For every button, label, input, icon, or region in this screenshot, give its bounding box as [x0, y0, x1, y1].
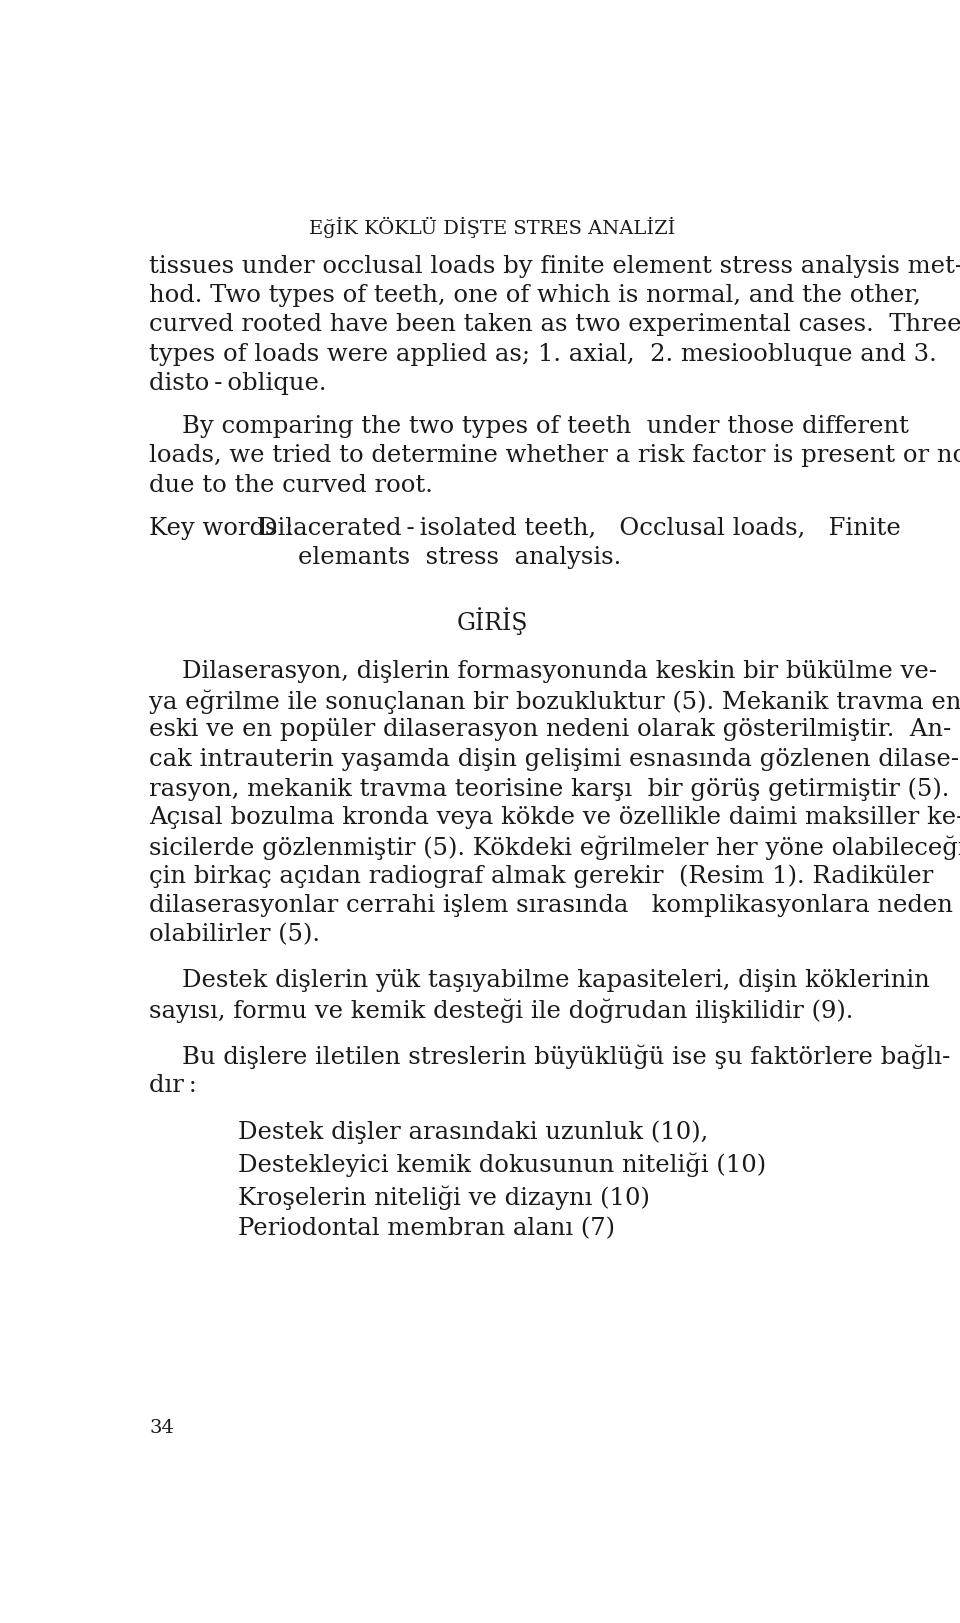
Text: eski ve en popüler dilaserasyon nedeni olarak gösterilmiştir.  An-: eski ve en popüler dilaserasyon nedeni o…: [150, 717, 951, 742]
Text: Dilaserasyon, dişlerin formasyonunda keskin bir bükülme ve-: Dilaserasyon, dişlerin formasyonunda kes…: [182, 659, 937, 683]
Text: GİRİŞ: GİRİŞ: [456, 607, 528, 635]
Text: olabilirler (5).: olabilirler (5).: [150, 923, 321, 946]
Text: types of loads were applied as; 1. axial,  2. mesioobluque and 3.: types of loads were applied as; 1. axial…: [150, 342, 937, 365]
Text: ya eğrilme ile sonuçlanan bir bozukluktur (5). Mekanik travma en: ya eğrilme ile sonuçlanan bir bozukluktu…: [150, 688, 960, 712]
Text: Key words :: Key words :: [150, 516, 294, 539]
Text: Kroşelerin niteliği ve dizaynı (10): Kroşelerin niteliği ve dizaynı (10): [238, 1185, 650, 1209]
Text: elemants  stress  analysis.: elemants stress analysis.: [299, 545, 621, 568]
Text: Bu dişlere iletilen streslerin büyüklüğü ise şu faktörlere bağlı-: Bu dişlere iletilen streslerin büyüklüğü…: [182, 1044, 950, 1070]
Text: Destekleyici kemik dokusunun niteliği (10): Destekleyici kemik dokusunun niteliği (1…: [238, 1152, 766, 1177]
Text: dır :: dır :: [150, 1073, 198, 1097]
Text: 34: 34: [150, 1419, 175, 1436]
Text: Periodontal membran alanı (7): Periodontal membran alanı (7): [238, 1217, 614, 1240]
Text: EğİK KÖKLÜ DİŞTE STRES ANALİZİ: EğİK KÖKLÜ DİŞTE STRES ANALİZİ: [309, 216, 675, 237]
Text: Açısal bozulma kronda veya kökde ve özellikle daimi maksiller ke-: Açısal bozulma kronda veya kökde ve özel…: [150, 805, 960, 829]
Text: rasyon, mekanik travma teorisine karşı  bir görüş getirmiştir (5).: rasyon, mekanik travma teorisine karşı b…: [150, 776, 949, 800]
Text: dilaserasyonlar cerrahi işlem sırasında   komplikasyonlara neden: dilaserasyonlar cerrahi işlem sırasında …: [150, 894, 953, 917]
Text: curved rooted have been taken as two experimental cases.  Three: curved rooted have been taken as two exp…: [150, 313, 960, 336]
Text: Destek dişlerin yük taşıyabilme kapasiteleri, dişin köklerinin: Destek dişlerin yük taşıyabilme kapasite…: [182, 969, 929, 992]
Text: due to the curved root.: due to the curved root.: [150, 474, 433, 497]
Text: By comparing the two types of teeth  under those different: By comparing the two types of teeth unde…: [182, 415, 909, 438]
Text: disto - oblique.: disto - oblique.: [150, 372, 327, 394]
Text: Destek dişler arasındaki uzunluk (10),: Destek dişler arasındaki uzunluk (10),: [238, 1120, 708, 1143]
Text: sicilerde gözlenmiştir (5). Kökdeki eğrilmeler her yöne olabileceği: sicilerde gözlenmiştir (5). Kökdeki eğri…: [150, 834, 960, 860]
Text: Dilacerated - isolated teeth,   Occlusal loads,   Finite: Dilacerated - isolated teeth, Occlusal l…: [258, 516, 900, 539]
Text: çin birkaç açıdan radiograf almak gerekir  (Resim 1). Radiküler: çin birkaç açıdan radiograf almak gereki…: [150, 863, 934, 888]
Text: tissues under occlusal loads by finite element stress analysis met-: tissues under occlusal loads by finite e…: [150, 255, 960, 278]
Text: loads, we tried to determine whether a risk factor is present or not: loads, we tried to determine whether a r…: [150, 445, 960, 467]
Text: hod. Two types of teeth, one of which is normal, and the other,: hod. Two types of teeth, one of which is…: [150, 284, 922, 307]
Text: sayısı, formu ve kemik desteği ile doğrudan ilişkilidir (9).: sayısı, formu ve kemik desteği ile doğru…: [150, 998, 853, 1022]
Text: cak intrauterin yaşamda dişin gelişimi esnasında gözlenen dilase-: cak intrauterin yaşamda dişin gelişimi e…: [150, 747, 960, 771]
